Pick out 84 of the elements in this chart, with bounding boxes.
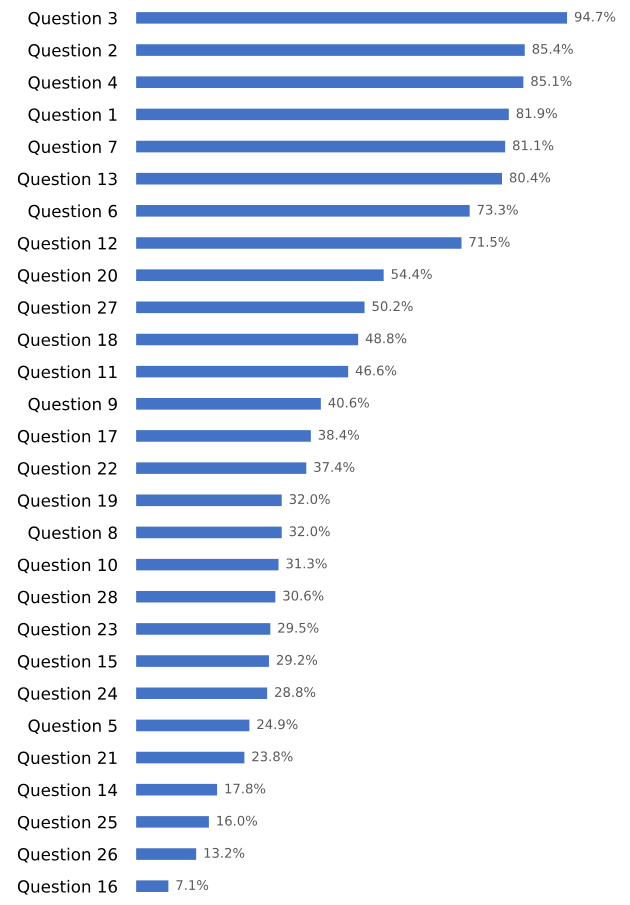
y-tick-label: Question 14 [18,783,118,798]
bar [136,462,306,474]
y-tick-label: Question 6 [28,204,117,220]
y-tick-label: Question 13 [18,172,117,188]
y-tick-label: Question 21 [18,751,116,766]
data-label: 29.2% [276,654,318,665]
y-tick-label: Question 8 [28,526,117,541]
data-label: 81.9% [516,108,557,118]
data-label: 40.6% [328,398,369,408]
data-label: 37.4% [314,462,354,472]
data-label: 24.9% [257,719,298,730]
data-label: 80.4% [510,172,550,183]
data-label: 85.1% [531,76,572,86]
bar [136,880,168,892]
data-label: 71.5% [470,236,510,247]
data-label: 38.4% [318,430,359,440]
data-label: 81.1% [513,140,554,150]
y-tick-label: Question 20 [18,268,117,284]
bar [136,205,470,217]
bar [136,590,276,603]
bar [136,44,525,56]
y-tick-label: Question 4 [28,76,118,91]
data-label: 94.7% [574,12,616,22]
data-label: 48.8% [366,333,406,344]
data-label: 17.8% [225,784,266,794]
bar [136,687,268,700]
y-tick-label: Question 17 [18,430,117,444]
data-label: 30.6% [283,590,324,601]
y-tick-label: Question 19 [18,494,117,509]
data-label: 50.2% [372,301,413,312]
data-label: 16.0% [217,816,258,826]
y-tick-label: Question 28 [18,590,117,606]
bar [136,76,524,88]
data-label: 31.3% [286,558,327,568]
data-label: 28.8% [275,687,316,698]
y-tick-label: Question 18 [18,333,117,348]
bar [136,623,270,635]
data-label: 54.4% [392,269,432,279]
y-tick-label: Question 3 [28,12,117,26]
y-tick-label: Question 12 [18,236,116,252]
y-tick-label: Question 1 [28,108,116,123]
y-tick-label: Question 16 [18,880,117,895]
y-tick-label: Question 11 [18,365,116,380]
data-label: 7.1% [176,880,208,890]
data-label: 23.8% [252,751,293,762]
bar [136,526,282,538]
data-label: 46.6% [356,365,396,376]
y-tick-label: Question 2 [28,44,116,59]
bar [136,784,218,796]
bar [136,366,348,378]
bar [136,140,506,152]
y-tick-label: Question 26 [18,848,117,863]
bar [136,848,196,860]
bar [136,430,311,442]
bar [136,334,358,346]
y-tick-label: Question 27 [18,300,117,316]
data-label: 32.0% [290,526,330,536]
bar [136,558,279,570]
bar [136,237,462,249]
y-tick-label: Question 15 [18,654,117,670]
y-tick-label: Question 5 [28,719,117,734]
bar [136,494,282,506]
data-label: 73.3% [478,204,518,215]
y-tick-label: Question 22 [18,462,116,477]
y-tick-label: Question 23 [18,622,117,638]
data-label: 32.0% [290,494,330,504]
data-label: 13.2% [204,848,244,858]
data-label: 29.5% [278,622,318,633]
bar [136,752,244,764]
y-tick-label: Question 9 [28,397,117,412]
y-tick-label: Question 25 [18,816,117,830]
bar [136,302,365,314]
y-tick-label: Question 7 [28,140,117,156]
bar [136,398,321,410]
bar [136,108,509,120]
bar [136,655,269,667]
bar [136,269,384,281]
bar [136,172,502,184]
data-label: 85.4% [532,44,573,54]
y-tick-label: Question 10 [18,558,117,574]
bar [136,720,250,732]
bar [136,816,209,828]
bar [136,12,568,24]
y-tick-label: Question 24 [18,686,118,702]
